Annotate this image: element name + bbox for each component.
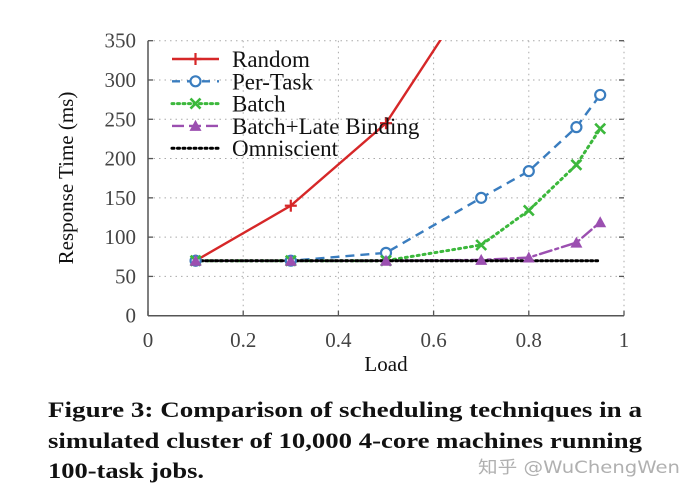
y-axis-label: Response Time (ms) (54, 92, 78, 265)
y-tick-label: 0 (126, 304, 137, 328)
legend-item-random: Random (172, 47, 310, 72)
series-line-batch-late-binding (194, 220, 602, 262)
marker-x-b (475, 239, 488, 251)
caption-line-1: Figure 3: Comparison of scheduling techn… (48, 397, 642, 422)
data-point-random (284, 199, 297, 212)
marker-x-b (570, 158, 583, 171)
y-tick-label: 100 (105, 225, 137, 249)
legend-item-batch: Batch (170, 92, 286, 117)
data-point-batch (522, 204, 535, 217)
legend-label: Omniscient (232, 136, 339, 161)
data-point-per-task (594, 88, 607, 102)
marker-circle (570, 121, 583, 134)
data-point-random (380, 117, 392, 130)
legend-label: Random (232, 47, 310, 72)
marker-circle (522, 165, 535, 178)
data-point-batch-late-binding (380, 254, 392, 266)
data-point-batch-late-binding (522, 251, 535, 263)
markers-group (189, 88, 607, 267)
data-point-per-task (475, 191, 488, 204)
legend-label: Batch (232, 92, 286, 117)
y-tick-label: 250 (105, 107, 137, 131)
data-point-batch (570, 158, 583, 171)
legend-marker (189, 97, 202, 110)
marker-triangle (380, 254, 392, 266)
y-tick-label: 200 (105, 147, 137, 171)
legend-item-omniscient: Omniscient (170, 136, 339, 161)
data-point-batch-late-binding (284, 254, 297, 266)
watermark: 知乎 @WuChengWen (478, 458, 680, 478)
marker-triangle (570, 236, 583, 248)
legend-marker (189, 119, 202, 131)
marker-triangle (522, 251, 535, 263)
caption-line-3: 100-task jobs. (48, 458, 204, 483)
x-tick-label: 1 (619, 328, 630, 352)
marker-x-b (594, 122, 607, 135)
x-tick-label: 0.4 (325, 328, 352, 352)
x-tick-label: 0.2 (230, 328, 256, 352)
caption-line-2: simulated cluster of 10,000 4-core machi… (48, 428, 642, 453)
legend-item-per-task: Per-Task (172, 69, 313, 94)
legend-label: Batch+Late Binding (232, 114, 420, 139)
data-point-batch (475, 239, 488, 251)
series-line-random (194, 40, 442, 262)
marker-x-b (522, 204, 535, 217)
data-point-per-task (570, 121, 583, 134)
marker-triangle (284, 254, 297, 266)
y-tick-label: 300 (105, 68, 137, 92)
data-point-batch-late-binding (594, 216, 607, 228)
tick-labels: 0 50 100 150 200 250 300 350 0 0.2 0.4 0.6 0.8 1 (105, 29, 630, 352)
y-tick-label: 150 (105, 186, 137, 210)
data-point-batch-late-binding (189, 254, 202, 266)
x-tick-label: 0.8 (516, 328, 542, 352)
marker-circle (189, 75, 202, 88)
legend-label: Per-Task (232, 69, 313, 94)
x-axis-label: Load (364, 352, 408, 376)
data-point-batch-late-binding (475, 253, 488, 265)
marker-triangle (189, 119, 202, 131)
data-point-batch (594, 122, 607, 135)
marker-x-b (189, 97, 202, 110)
data-point-per-task (522, 165, 535, 178)
axes (147, 40, 625, 317)
y-tick-label: 50 (115, 264, 136, 288)
x-tick-label: 0.6 (420, 328, 446, 352)
marker-circle (475, 191, 488, 204)
x-tick-label: 0 (143, 328, 154, 352)
marker-circle (594, 88, 607, 102)
marker-triangle (594, 216, 607, 228)
marker-triangle (475, 253, 488, 265)
grid (148, 40, 625, 316)
y-tick-label: 350 (105, 29, 137, 53)
legend-marker (189, 53, 202, 65)
data-point-batch-late-binding (570, 236, 583, 248)
marker-triangle (189, 254, 202, 266)
legend-marker (189, 75, 202, 88)
legend-item-batch-late-binding: Batch+Late Binding (172, 114, 420, 139)
